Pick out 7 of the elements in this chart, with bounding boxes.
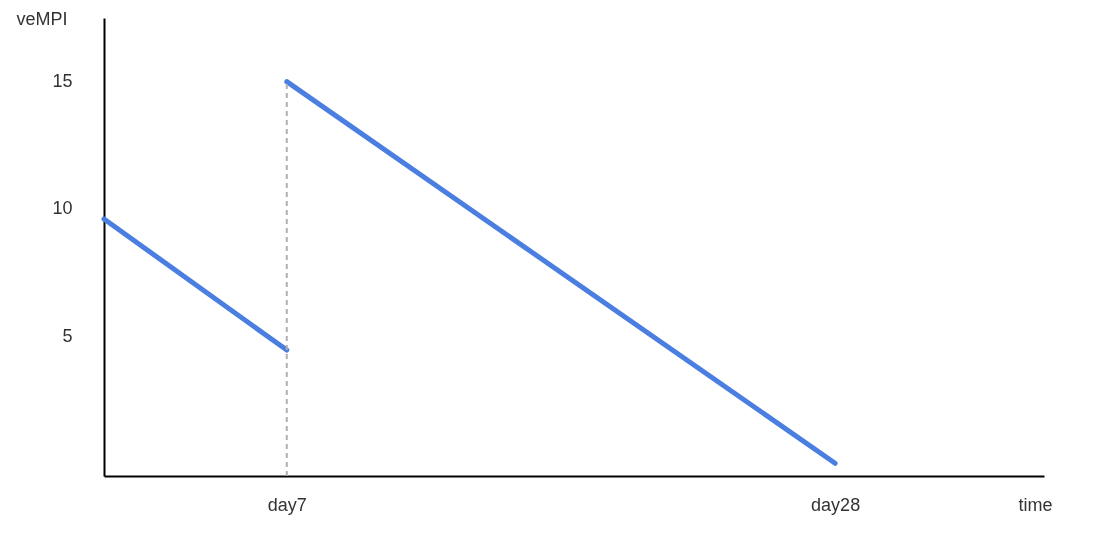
- y-axis-title: veMPI: [16, 8, 68, 29]
- x-tick-label: day28: [811, 494, 861, 515]
- y-tick-label: 5: [62, 325, 73, 346]
- y-tick-label: 10: [52, 198, 73, 219]
- x-tick-label: day7: [267, 494, 307, 515]
- x-axis-title: time: [1018, 494, 1053, 515]
- y-tick-label: 15: [52, 71, 73, 92]
